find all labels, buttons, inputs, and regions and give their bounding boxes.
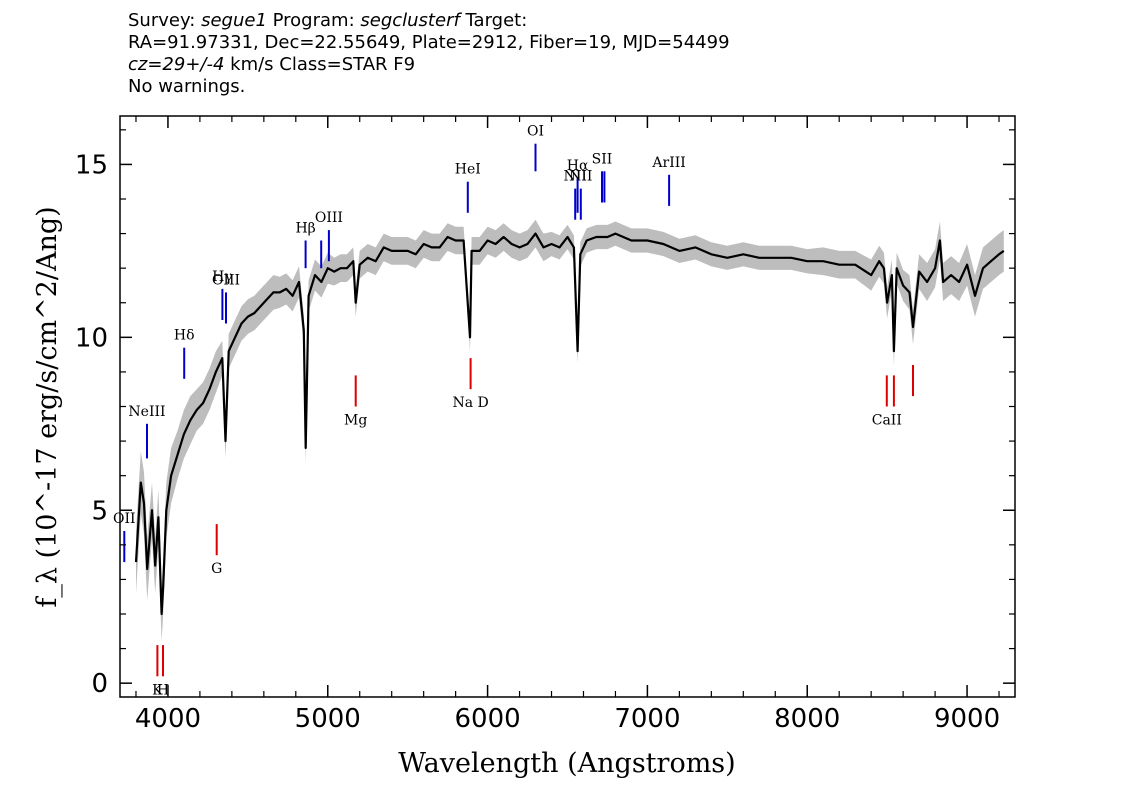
target-label: Target: <box>459 10 528 31</box>
emission-line-label-15: ArIII <box>651 155 685 171</box>
emission-line-label-12: NII <box>569 169 592 185</box>
error-band-layer <box>136 219 1004 642</box>
x-axis-title: Wavelength (Angstroms) <box>398 748 735 779</box>
emission-line-label-1: NeIII <box>128 404 165 420</box>
absorption-line-label-5: CaII <box>872 413 902 429</box>
x-tick-label-0: 4000 <box>135 704 201 734</box>
program-value: segclusterf <box>360 10 460 31</box>
x-tick-label-4: 8000 <box>774 704 840 734</box>
header-line-1: Survey: segue1 Program: segclusterf Targ… <box>128 10 730 32</box>
y-axis-title-text: f_λ (10^-17 erg/s/cm^2/Ang) <box>32 206 63 607</box>
redshift-value: cz=29+/-4 <box>128 54 225 75</box>
emission-line-label-10: NII <box>564 169 587 185</box>
absorption-line-label-2: G <box>211 561 222 577</box>
redshift-class: km/s Class=STAR F9 <box>224 54 416 75</box>
survey-label: Survey: <box>128 10 202 31</box>
header-line-3: cz=29+/-4 km/s Class=STAR F9 <box>128 54 730 76</box>
survey-value: segue1 <box>201 10 267 31</box>
y-tick-label-2: 10 <box>75 323 108 353</box>
header-line-2: RA=91.97331, Dec=22.55649, Plate=2912, F… <box>128 32 730 53</box>
x-tick-label-5: 9000 <box>934 704 1000 734</box>
y-tick-label-3: 15 <box>75 150 108 180</box>
emission-line-label-9: OI <box>527 124 544 140</box>
flux-line-layer <box>134 232 1005 616</box>
y-tick-label-0: 0 <box>91 669 108 699</box>
absorption-line-label-1: H <box>157 682 169 698</box>
program-label: Program: <box>266 10 361 31</box>
emission-line-label-7: OIII <box>315 210 343 226</box>
ticks-layer: 4000 5000 6000 7000 8000 9000 0 5 10 15 <box>75 116 1015 734</box>
y-axis-title: f_λ (10^-17 erg/s/cm^2/Ang) <box>32 206 63 607</box>
header-line-4: No warnings. <box>128 76 246 97</box>
emission-line-label-3: Hγ <box>212 269 233 285</box>
flux-error-band <box>136 219 1004 642</box>
emission-line-label-11: Hα <box>567 158 589 174</box>
plot-frame <box>119 115 1016 698</box>
emission-line-label-8: HeI <box>455 162 481 178</box>
absorption-line-label-0: K <box>152 682 163 698</box>
x-tick-label-2: 6000 <box>455 704 521 734</box>
emission-line-label-13: SII <box>592 151 613 167</box>
emission-line-label-2: Hδ <box>174 328 195 344</box>
x-tick-label-1: 5000 <box>295 704 361 734</box>
x-tick-label-3: 7000 <box>614 704 680 734</box>
y-tick-label-1: 5 <box>91 496 108 526</box>
emission-line-label-5: Hβ <box>295 221 315 237</box>
emission-line-label-0: OII <box>113 511 136 527</box>
flux-line <box>134 232 1005 616</box>
axes-layer <box>119 115 1016 698</box>
absorption-line-label-3: Mg <box>344 413 367 429</box>
emission-line-label-4: OIII <box>212 272 240 288</box>
spectrum-header: Survey: segue1 Program: segclusterf Targ… <box>128 10 730 98</box>
absorption-line-label-4: Na D <box>452 395 488 411</box>
